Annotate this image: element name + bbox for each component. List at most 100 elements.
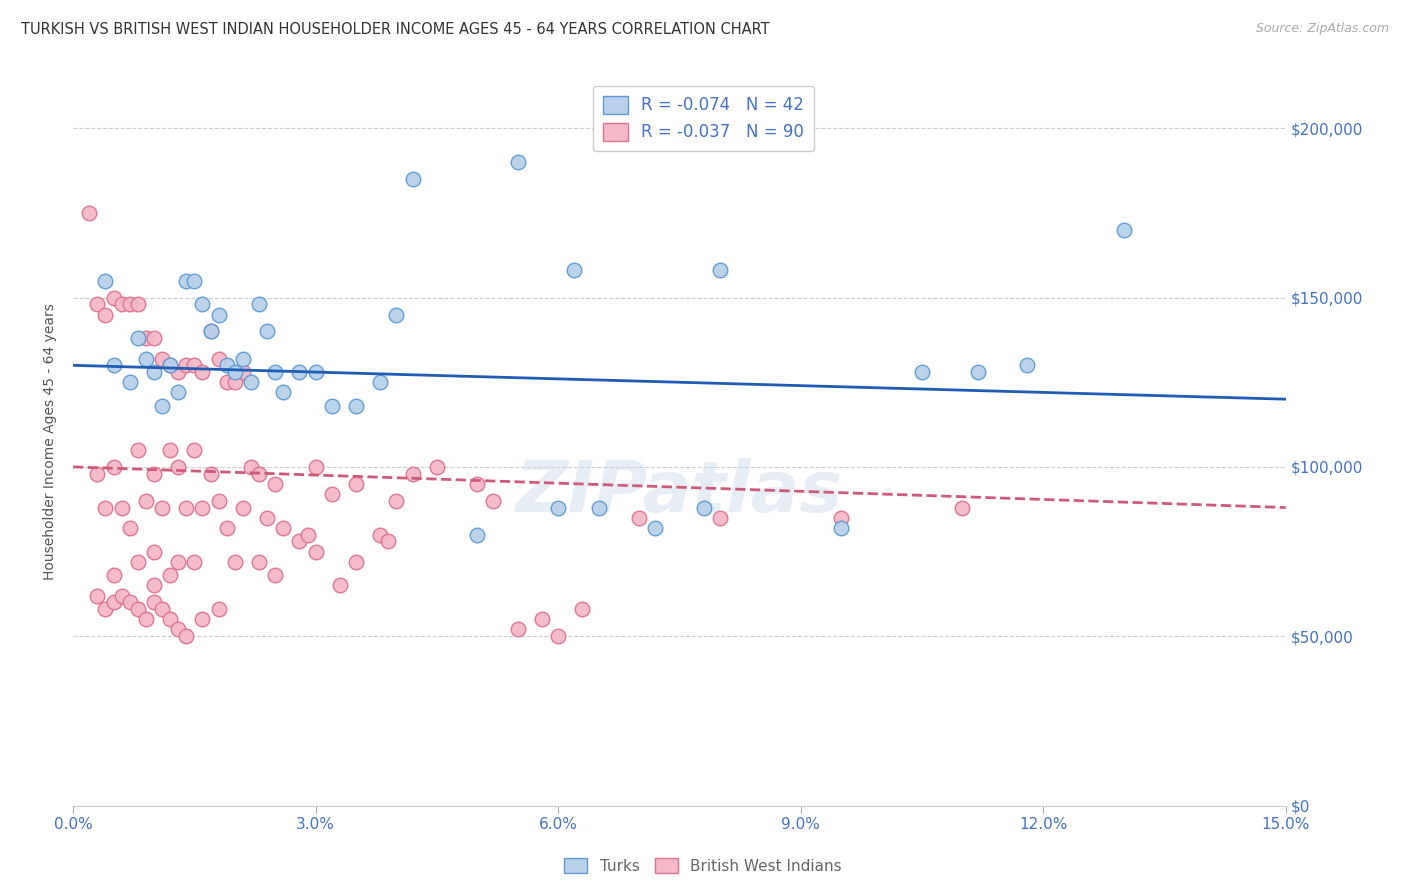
Point — [118, 297, 141, 311]
Point — [304, 544, 326, 558]
Point — [174, 359, 197, 373]
Point — [547, 629, 569, 643]
Point — [118, 376, 141, 390]
Point — [344, 555, 367, 569]
Point — [465, 527, 488, 541]
Point — [200, 467, 222, 481]
Point — [215, 376, 238, 390]
Point — [256, 325, 278, 339]
Text: Source: ZipAtlas.com: Source: ZipAtlas.com — [1256, 22, 1389, 36]
Point — [644, 521, 666, 535]
Point — [224, 365, 246, 379]
Point — [950, 500, 973, 515]
Point — [1112, 223, 1135, 237]
Point — [239, 459, 262, 474]
Point — [264, 365, 287, 379]
Point — [167, 623, 190, 637]
Point — [167, 365, 190, 379]
Point — [482, 493, 505, 508]
Point — [426, 459, 449, 474]
Point — [127, 297, 149, 311]
Point — [232, 500, 254, 515]
Point — [127, 602, 149, 616]
Point — [709, 510, 731, 524]
Point — [191, 297, 214, 311]
Point — [344, 399, 367, 413]
Point — [200, 325, 222, 339]
Point — [830, 521, 852, 535]
Point — [207, 308, 229, 322]
Point — [103, 359, 125, 373]
Point — [692, 500, 714, 515]
Point — [127, 331, 149, 345]
Point — [110, 500, 132, 515]
Point — [118, 521, 141, 535]
Legend: Turks, British West Indians: Turks, British West Indians — [558, 852, 848, 880]
Point — [174, 500, 197, 515]
Point — [288, 365, 311, 379]
Point — [368, 376, 391, 390]
Point — [215, 521, 238, 535]
Point — [239, 376, 262, 390]
Point — [506, 623, 529, 637]
Point — [232, 365, 254, 379]
Point — [135, 493, 157, 508]
Point — [86, 467, 108, 481]
Point — [329, 578, 352, 592]
Point — [110, 297, 132, 311]
Point — [110, 589, 132, 603]
Point — [224, 376, 246, 390]
Point — [183, 555, 205, 569]
Point — [103, 291, 125, 305]
Point — [344, 476, 367, 491]
Point — [167, 555, 190, 569]
Point — [183, 359, 205, 373]
Point — [135, 331, 157, 345]
Point — [304, 365, 326, 379]
Point — [465, 476, 488, 491]
Point — [562, 263, 585, 277]
Point — [200, 325, 222, 339]
Point — [588, 500, 610, 515]
Text: ZIPatlas: ZIPatlas — [516, 458, 844, 527]
Point — [571, 602, 593, 616]
Point — [103, 568, 125, 582]
Point — [127, 555, 149, 569]
Point — [191, 365, 214, 379]
Point — [967, 365, 990, 379]
Point — [627, 510, 650, 524]
Y-axis label: Householder Income Ages 45 - 64 years: Householder Income Ages 45 - 64 years — [44, 303, 58, 580]
Point — [94, 500, 117, 515]
Point — [183, 274, 205, 288]
Point — [150, 351, 173, 366]
Point — [142, 467, 165, 481]
Legend: R = -0.074   N = 42, R = -0.037   N = 90: R = -0.074 N = 42, R = -0.037 N = 90 — [593, 86, 814, 152]
Point — [304, 459, 326, 474]
Point — [256, 510, 278, 524]
Point — [321, 399, 343, 413]
Point — [247, 467, 270, 481]
Point — [191, 500, 214, 515]
Point — [271, 521, 294, 535]
Point — [118, 595, 141, 609]
Point — [150, 500, 173, 515]
Point — [167, 459, 190, 474]
Point — [215, 359, 238, 373]
Point — [167, 385, 190, 400]
Point — [142, 365, 165, 379]
Point — [142, 331, 165, 345]
Point — [94, 274, 117, 288]
Point — [77, 206, 100, 220]
Point — [103, 459, 125, 474]
Point — [247, 555, 270, 569]
Point — [159, 612, 181, 626]
Point — [135, 612, 157, 626]
Point — [207, 602, 229, 616]
Point — [86, 297, 108, 311]
Point — [142, 544, 165, 558]
Point — [264, 476, 287, 491]
Point — [127, 442, 149, 457]
Point — [368, 527, 391, 541]
Point — [911, 365, 934, 379]
Point — [94, 602, 117, 616]
